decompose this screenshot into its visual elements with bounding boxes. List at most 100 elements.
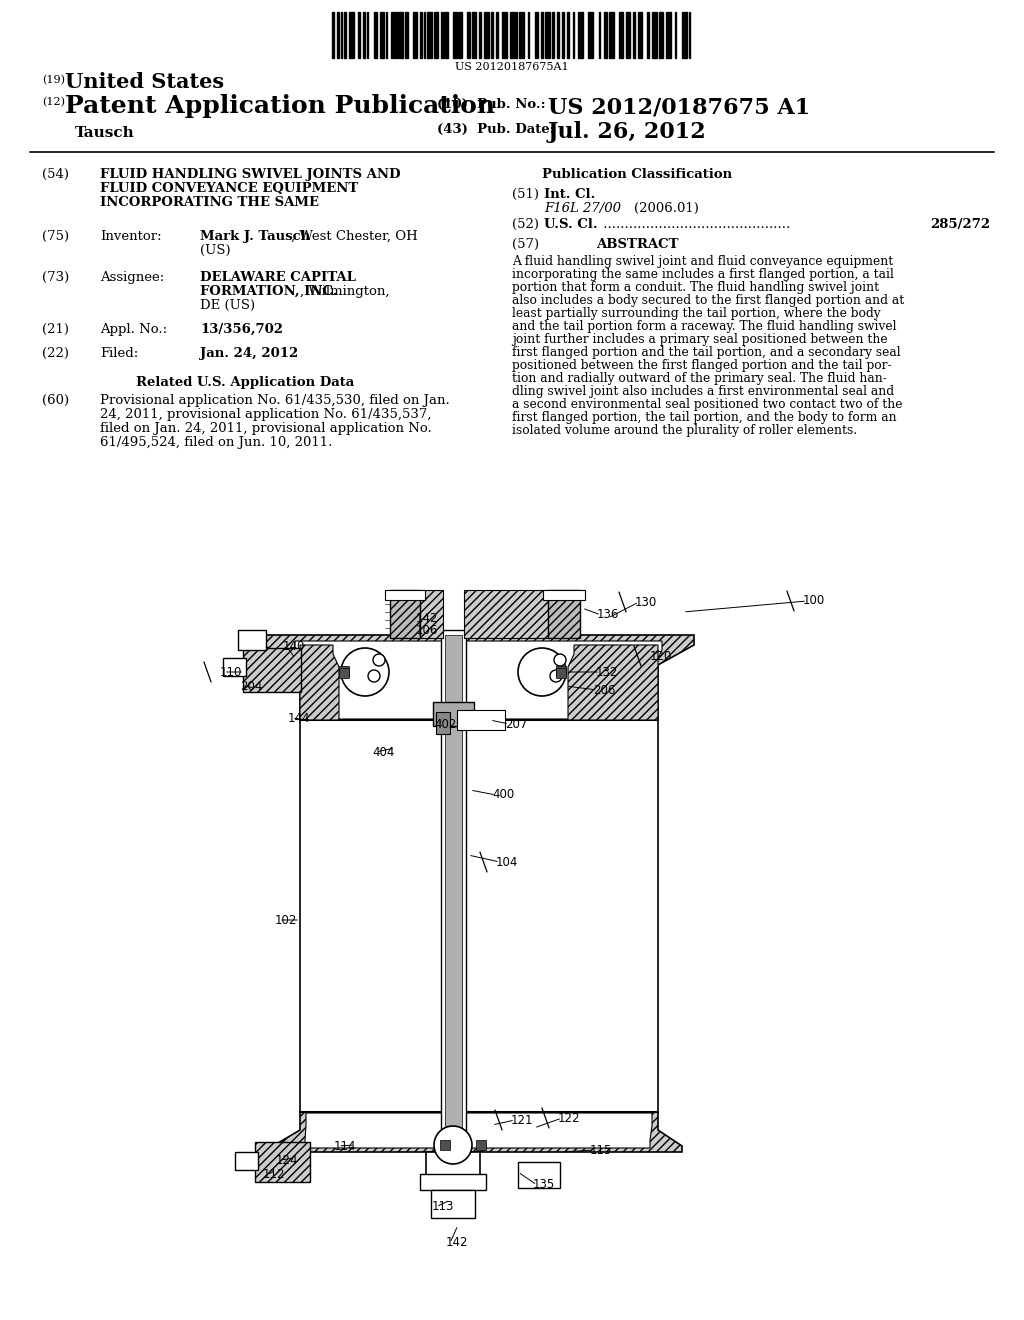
- Text: 136: 136: [597, 609, 620, 622]
- Bar: [666, 12, 671, 58]
- Text: 120: 120: [650, 649, 673, 663]
- Text: (57): (57): [512, 238, 539, 251]
- Text: FLUID CONVEYANCE EQUIPMENT: FLUID CONVEYANCE EQUIPMENT: [100, 182, 358, 195]
- Text: (2006.01): (2006.01): [634, 202, 698, 215]
- Bar: [556, 667, 566, 676]
- Text: Tausch: Tausch: [75, 125, 135, 140]
- Text: 24, 2011, provisional application No. 61/435,537,: 24, 2011, provisional application No. 61…: [100, 408, 431, 421]
- Bar: [238, 630, 266, 649]
- Bar: [332, 12, 334, 58]
- Text: 402: 402: [434, 718, 457, 730]
- Text: DELAWARE CAPITAL: DELAWARE CAPITAL: [200, 271, 356, 284]
- Text: Jul. 26, 2012: Jul. 26, 2012: [548, 121, 707, 143]
- Polygon shape: [295, 642, 662, 719]
- Bar: [399, 12, 403, 58]
- Bar: [578, 12, 583, 58]
- Text: 132: 132: [596, 665, 618, 678]
- Text: 130: 130: [635, 595, 657, 609]
- Text: 144: 144: [288, 711, 310, 725]
- Bar: [543, 590, 585, 601]
- Bar: [497, 12, 498, 58]
- Text: Patent Application Publication: Patent Application Publication: [65, 94, 496, 117]
- Text: (12): (12): [42, 96, 65, 107]
- Bar: [572, 12, 574, 58]
- Bar: [420, 12, 422, 58]
- Bar: [647, 12, 649, 58]
- Bar: [638, 12, 642, 58]
- Circle shape: [373, 653, 385, 667]
- Bar: [688, 12, 690, 58]
- Bar: [464, 590, 548, 638]
- Text: 102: 102: [275, 913, 297, 927]
- Bar: [339, 667, 349, 676]
- Text: 207: 207: [505, 718, 527, 730]
- Text: 61/495,524, filed on Jun. 10, 2011.: 61/495,524, filed on Jun. 10, 2011.: [100, 436, 333, 449]
- Bar: [552, 12, 554, 58]
- Bar: [426, 1152, 480, 1191]
- Bar: [476, 1140, 486, 1150]
- Text: 110: 110: [220, 665, 243, 678]
- Bar: [599, 12, 600, 58]
- Text: F16L 27/00: F16L 27/00: [544, 202, 621, 215]
- Bar: [510, 12, 514, 58]
- Bar: [542, 12, 543, 58]
- Bar: [404, 12, 409, 58]
- Text: (54): (54): [42, 168, 69, 181]
- Bar: [431, 1191, 475, 1218]
- Bar: [441, 630, 466, 1152]
- Text: portion that form a conduit. The fluid handling swivel joint: portion that form a conduit. The fluid h…: [512, 281, 880, 294]
- Bar: [609, 12, 614, 58]
- Text: positioned between the first flanged portion and the tail por-: positioned between the first flanged por…: [512, 359, 892, 372]
- Text: Int. Cl.: Int. Cl.: [544, 187, 595, 201]
- Bar: [394, 12, 397, 58]
- Bar: [420, 1173, 486, 1191]
- Bar: [386, 12, 387, 58]
- Bar: [492, 12, 493, 58]
- Text: ABSTRACT: ABSTRACT: [596, 238, 678, 251]
- Bar: [457, 710, 505, 730]
- Bar: [339, 668, 349, 678]
- Text: ............................................: ........................................…: [599, 218, 791, 231]
- Circle shape: [518, 648, 566, 696]
- Polygon shape: [263, 635, 694, 719]
- Bar: [675, 12, 677, 58]
- Bar: [374, 12, 377, 58]
- Polygon shape: [568, 645, 658, 719]
- Bar: [337, 12, 339, 58]
- Circle shape: [368, 671, 380, 682]
- Text: 204: 204: [240, 680, 262, 693]
- Text: joint further includes a primary seal positioned between the: joint further includes a primary seal po…: [512, 333, 888, 346]
- Text: 142: 142: [416, 612, 438, 626]
- Text: 140: 140: [283, 640, 305, 653]
- Text: 124: 124: [276, 1154, 299, 1167]
- Bar: [620, 12, 623, 58]
- Bar: [652, 12, 657, 58]
- Bar: [445, 635, 462, 1152]
- Text: (75): (75): [42, 230, 70, 243]
- Text: Related U.S. Application Data: Related U.S. Application Data: [136, 376, 354, 389]
- Text: and the tail portion form a raceway. The fluid handling swivel: and the tail portion form a raceway. The…: [512, 319, 896, 333]
- Bar: [633, 12, 635, 58]
- Text: US 20120187675A1: US 20120187675A1: [456, 62, 568, 73]
- Bar: [467, 12, 470, 58]
- Text: isolated volume around the plurality of roller elements.: isolated volume around the plurality of …: [512, 424, 857, 437]
- Text: 112: 112: [263, 1168, 286, 1181]
- Bar: [557, 12, 559, 58]
- Text: 106: 106: [416, 623, 438, 636]
- Text: Inventor:: Inventor:: [100, 230, 162, 243]
- Text: a second environmental seal positioned two contact two of the: a second environmental seal positioned t…: [512, 399, 902, 411]
- Text: 400: 400: [492, 788, 514, 801]
- Text: FORMATION, INC.: FORMATION, INC.: [200, 285, 338, 298]
- Bar: [518, 1162, 560, 1188]
- Text: 13/356,702: 13/356,702: [200, 323, 283, 337]
- Bar: [454, 12, 457, 58]
- Circle shape: [341, 648, 389, 696]
- Text: (73): (73): [42, 271, 70, 284]
- Bar: [243, 648, 301, 692]
- Text: (19): (19): [42, 75, 65, 86]
- Bar: [381, 12, 384, 58]
- Bar: [444, 12, 447, 58]
- Bar: [472, 12, 476, 58]
- Bar: [502, 12, 507, 58]
- Text: DE (US): DE (US): [200, 300, 255, 312]
